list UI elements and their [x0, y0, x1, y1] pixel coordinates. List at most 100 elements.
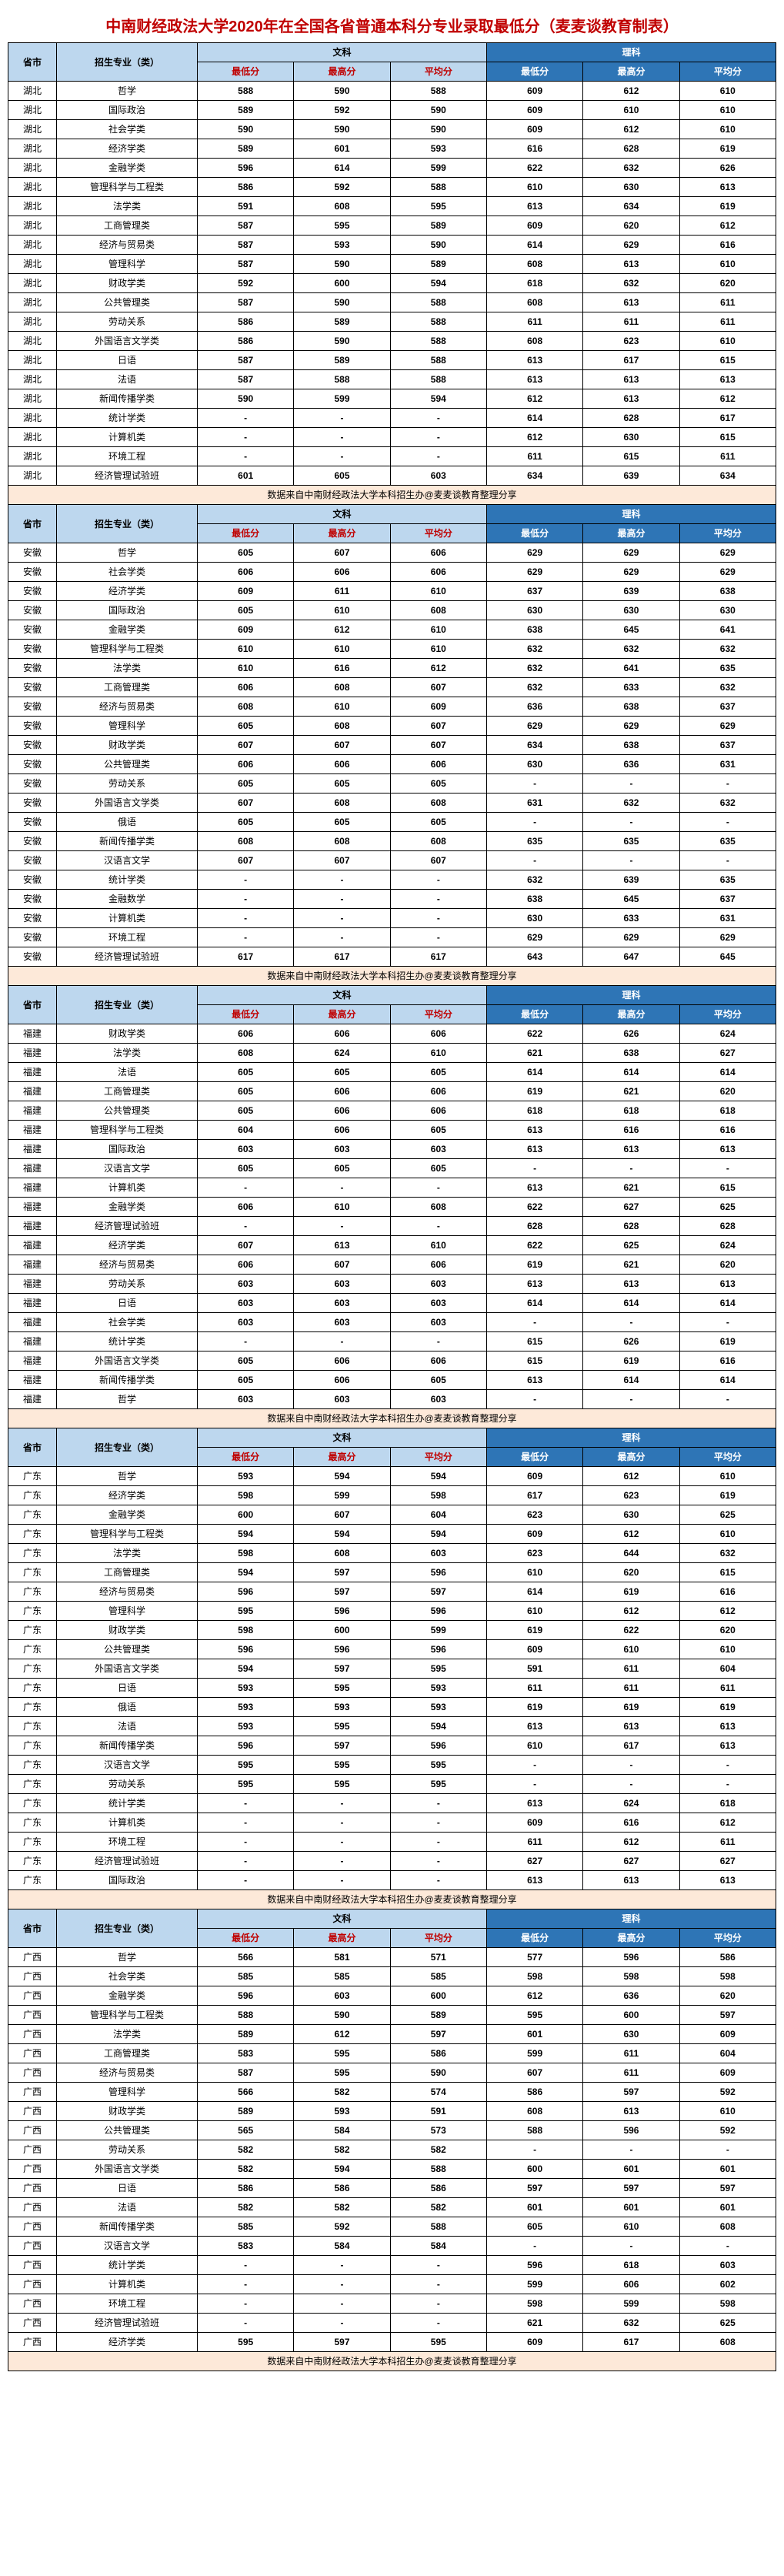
cell-li-avg: 597 [679, 2179, 776, 2198]
cell-wen-max: - [294, 2314, 390, 2333]
cell-major: 外国语言文学类 [57, 794, 198, 813]
cell-province: 广东 [8, 1544, 57, 1563]
cell-province: 湖北 [8, 428, 57, 447]
cell-li-max: 629 [583, 928, 679, 947]
cell-li-max: 622 [583, 1621, 679, 1640]
cell-wen-avg: - [390, 1178, 486, 1198]
cell-province: 安徽 [8, 582, 57, 601]
cell-wen-avg: 590 [390, 2063, 486, 2083]
cell-li-max: 613 [583, 1275, 679, 1294]
cell-li-avg: 611 [679, 447, 776, 466]
cell-wen-avg: - [390, 1217, 486, 1236]
cell-li-min: 609 [486, 2333, 582, 2352]
cell-wen-avg: - [390, 2256, 486, 2275]
header-major: 招生专业（类） [57, 1428, 198, 1467]
header-wen-min: 最低分 [198, 1448, 294, 1467]
cell-li-min: 632 [486, 659, 582, 678]
cell-li-max: 612 [583, 1467, 679, 1486]
table-row: 安徽国际政治605610608630630630 [8, 601, 776, 620]
cell-wen-avg: 599 [390, 159, 486, 178]
cell-wen-max: 608 [294, 678, 390, 697]
cell-wen-min: 587 [198, 370, 294, 389]
cell-li-max: 644 [583, 1544, 679, 1563]
cell-li-max: 645 [583, 890, 679, 909]
cell-li-min: 613 [486, 1121, 582, 1140]
cell-li-max: 599 [583, 2294, 679, 2314]
cell-wen-avg: 582 [390, 2198, 486, 2217]
cell-province: 福建 [8, 1198, 57, 1217]
header-li: 理科 [486, 43, 776, 62]
cell-wen-min: 606 [198, 678, 294, 697]
cell-wen-min: 593 [198, 1467, 294, 1486]
cell-wen-max: 607 [294, 736, 390, 755]
cell-wen-min: - [198, 1332, 294, 1351]
cell-li-min: 623 [486, 1544, 582, 1563]
cell-wen-max: 582 [294, 2198, 390, 2217]
cell-li-min: 630 [486, 755, 582, 774]
header-li: 理科 [486, 505, 776, 524]
table-row: 广西经济与贸易类587595590607611609 [8, 2063, 776, 2083]
cell-li-min: 613 [486, 1140, 582, 1159]
cell-province: 福建 [8, 1351, 57, 1371]
cell-li-avg: 610 [679, 1467, 776, 1486]
cell-wen-min: - [198, 1794, 294, 1813]
cell-province: 安徽 [8, 659, 57, 678]
cell-li-max: 620 [583, 1563, 679, 1582]
cell-wen-avg: 595 [390, 197, 486, 216]
table-row: 广东劳动关系595595595--- [8, 1775, 776, 1794]
cell-li-avg: 637 [679, 890, 776, 909]
cell-wen-avg: - [390, 1332, 486, 1351]
cell-li-max: 612 [583, 120, 679, 139]
cell-wen-max: - [294, 1178, 390, 1198]
cell-wen-max: - [294, 447, 390, 466]
cell-wen-min: 590 [198, 120, 294, 139]
cell-li-min: - [486, 774, 582, 794]
cell-li-max: 597 [583, 2179, 679, 2198]
cell-wen-max: - [294, 1852, 390, 1871]
cell-li-avg: 613 [679, 1736, 776, 1756]
cell-li-avg: 586 [679, 1948, 776, 1967]
cell-province: 福建 [8, 1044, 57, 1063]
cell-li-avg: 616 [679, 236, 776, 255]
cell-major: 汉语言文学 [57, 851, 198, 870]
cell-wen-avg: 594 [390, 1717, 486, 1736]
cell-wen-avg: 606 [390, 563, 486, 582]
table-row: 安徽经济与贸易类608610609636638637 [8, 697, 776, 717]
cell-wen-avg: - [390, 428, 486, 447]
cell-li-min: 608 [486, 255, 582, 274]
header-li-max: 最高分 [583, 1005, 679, 1024]
cell-li-max: 613 [583, 389, 679, 409]
cell-wen-max: 590 [294, 120, 390, 139]
cell-major: 工商管理类 [57, 1082, 198, 1101]
cell-li-max: 636 [583, 1986, 679, 2006]
cell-li-avg: 604 [679, 1659, 776, 1679]
cell-major: 财政学类 [57, 1621, 198, 1640]
header-li-min: 最低分 [486, 524, 582, 543]
cell-li-avg: 616 [679, 1582, 776, 1602]
cell-li-avg: 612 [679, 216, 776, 236]
cell-li-avg: 620 [679, 1082, 776, 1101]
cell-major: 公共管理类 [57, 1101, 198, 1121]
cell-major: 工商管理类 [57, 2044, 198, 2063]
cell-wen-max: 606 [294, 1351, 390, 1371]
cell-li-avg: 628 [679, 1217, 776, 1236]
cell-wen-min: 617 [198, 947, 294, 967]
cell-wen-max: 608 [294, 717, 390, 736]
cell-li-max: - [583, 813, 679, 832]
cell-wen-max: 582 [294, 2140, 390, 2160]
cell-li-max: 614 [583, 1371, 679, 1390]
cell-major: 劳动关系 [57, 2140, 198, 2160]
cell-wen-min: 595 [198, 1775, 294, 1794]
cell-wen-max: 585 [294, 1967, 390, 1986]
cell-wen-avg: 588 [390, 332, 486, 351]
cell-li-min: 612 [486, 428, 582, 447]
cell-li-max: 601 [583, 2160, 679, 2179]
cell-li-max: 613 [583, 1140, 679, 1159]
cell-major: 统计学类 [57, 1794, 198, 1813]
cell-major: 法语 [57, 1063, 198, 1082]
cell-li-max: 611 [583, 1679, 679, 1698]
cell-wen-min: 586 [198, 312, 294, 332]
cell-li-max: - [583, 1390, 679, 1409]
cell-wen-min: 587 [198, 216, 294, 236]
cell-wen-avg: 582 [390, 2140, 486, 2160]
